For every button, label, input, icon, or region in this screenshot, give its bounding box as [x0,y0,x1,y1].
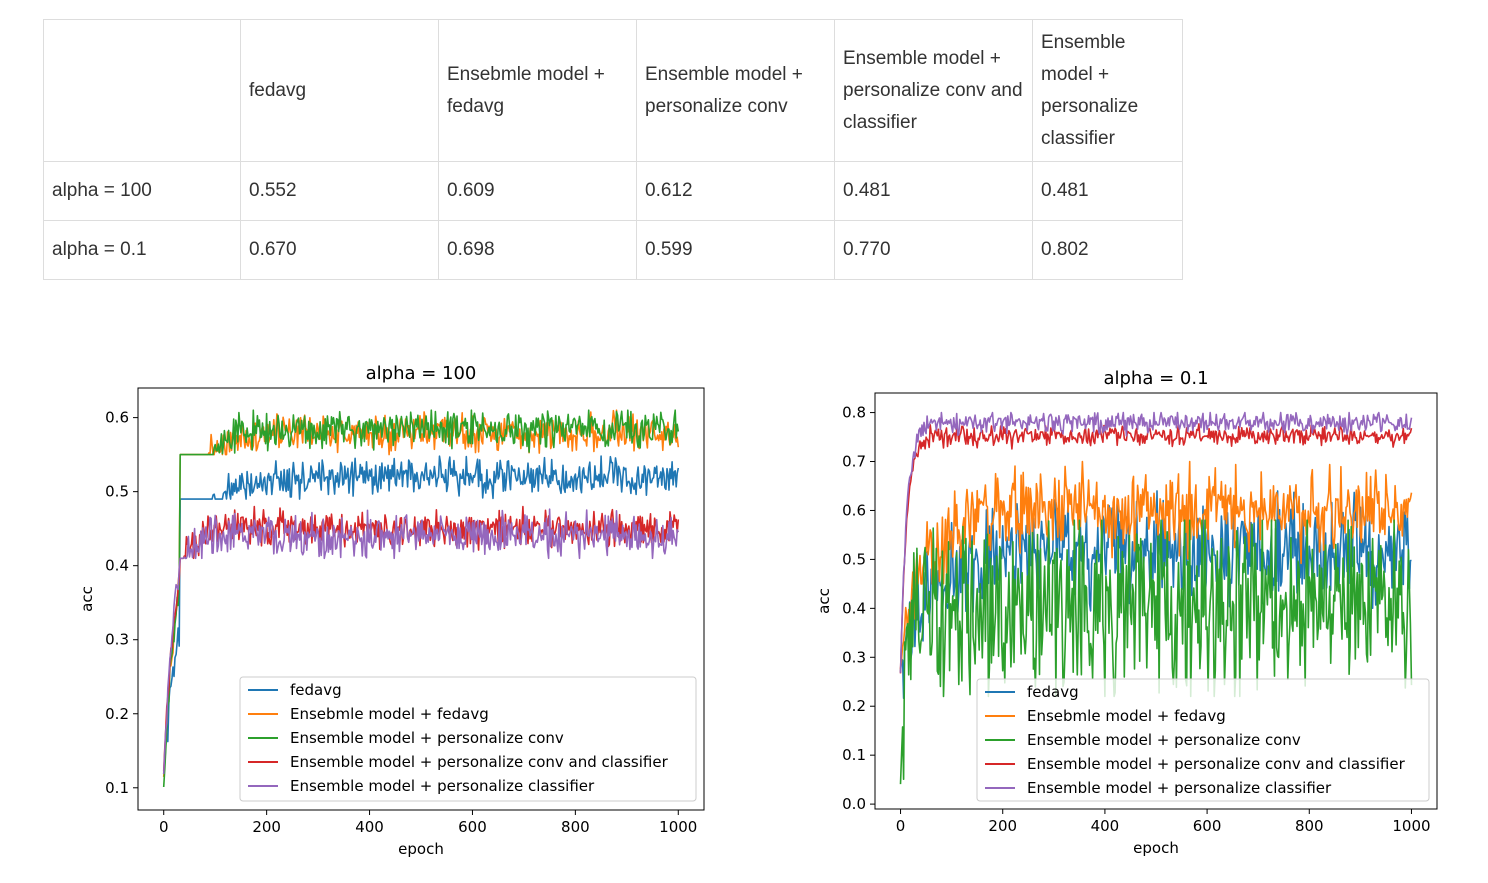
y-tick-label: 0.2 [842,697,866,715]
series-line [899,519,1413,785]
legend-entry: fedavg [290,681,342,699]
legend-entry: Ensemble model + personalize conv and cl… [1027,755,1406,773]
chart-title: alpha = 0.1 [1103,368,1208,389]
axes-frame [137,387,705,811]
series-line [899,411,1413,673]
table-cell: 0.698 [438,220,637,280]
legend-entry: fedavg [1027,683,1079,701]
legend-entry: Ensemble model + personalize conv [290,729,564,747]
y-tick-label: 0.4 [842,599,866,617]
table-cell: alpha = 0.1 [43,220,241,280]
x-tick-label: 1000 [659,818,697,836]
table-cell: 0.599 [636,220,835,280]
x-tick-label: 200 [252,818,281,836]
chart-title: alpha = 100 [366,363,477,384]
x-tick-label: 0 [159,818,169,836]
y-tick-label: 0.8 [842,404,866,422]
y-tick-label: 0.2 [105,705,129,723]
table-row: alpha = 0.1 0.670 0.698 0.599 0.770 0.80… [43,220,1183,280]
legend-entry: Ensebmle model + fedavg [1027,707,1226,725]
series-line [162,508,680,775]
y-tick-label: 0.5 [105,483,129,501]
y-tick-label: 0.6 [842,501,866,519]
table-header-cell [43,19,241,162]
x-axis-label: epoch [398,840,444,858]
series-line [899,423,1413,674]
y-tick-label: 0.0 [842,795,866,813]
y-tick-label: 0.3 [842,648,866,666]
legend [239,676,697,802]
legend-entry: Ensemble model + personalize conv [1027,731,1301,749]
table-header-cell: Ensemble model + personalize classifier [1032,19,1183,162]
x-tick-label: 0 [896,817,906,835]
table-header-cell: Ensemble model + personalize conv and cl… [834,19,1033,162]
y-axis-label: acc [78,586,96,612]
series-line [162,505,680,772]
y-axis-label: acc [815,588,833,614]
table-header-cell: Ensemble model + personalize conv [636,19,835,162]
x-tick-label: 400 [1091,817,1120,835]
y-tick-label: 0.6 [105,409,129,427]
legend-entry: Ensemble model + personalize conv and cl… [290,753,669,771]
x-tick-label: 1000 [1392,817,1430,835]
series-line [162,409,680,777]
table-cell: 0.670 [240,220,439,280]
table-cell: 0.802 [1032,220,1183,280]
y-tick-label: 0.4 [105,557,129,575]
series-line [899,460,1413,669]
table-row: alpha = 100 0.552 0.609 0.612 0.481 0.48… [43,161,1183,221]
table-cell: 0.552 [240,161,439,221]
y-tick-label: 0.7 [842,453,866,471]
x-tick-label: 600 [458,818,487,836]
legend-entry: Ensemble model + personalize classifier [1027,779,1332,797]
series-line [162,409,680,788]
table-cell: 0.609 [438,161,637,221]
x-tick-label: 800 [1295,817,1324,835]
x-tick-label: 800 [561,818,590,836]
legend-entry: Ensemble model + personalize classifier [290,777,595,795]
x-axis-label: epoch [1133,839,1179,857]
y-tick-label: 0.1 [105,779,129,797]
x-tick-label: 400 [355,818,384,836]
table-cell: 0.481 [834,161,1033,221]
results-table: fedavg Ensebmle model + fedavg Ensemble … [43,19,1183,280]
axes-frame [874,392,1438,810]
y-tick-label: 0.5 [842,550,866,568]
y-tick-label: 0.3 [105,631,129,649]
legend-entry: Ensebmle model + fedavg [290,705,489,723]
y-tick-label: 0.1 [842,746,866,764]
x-tick-label: 600 [1193,817,1222,835]
table-cell: 0.770 [834,220,1033,280]
x-tick-label: 200 [988,817,1017,835]
table-header-row: fedavg Ensebmle model + fedavg Ensemble … [43,19,1183,162]
legend [976,678,1430,802]
series-line [162,455,680,775]
